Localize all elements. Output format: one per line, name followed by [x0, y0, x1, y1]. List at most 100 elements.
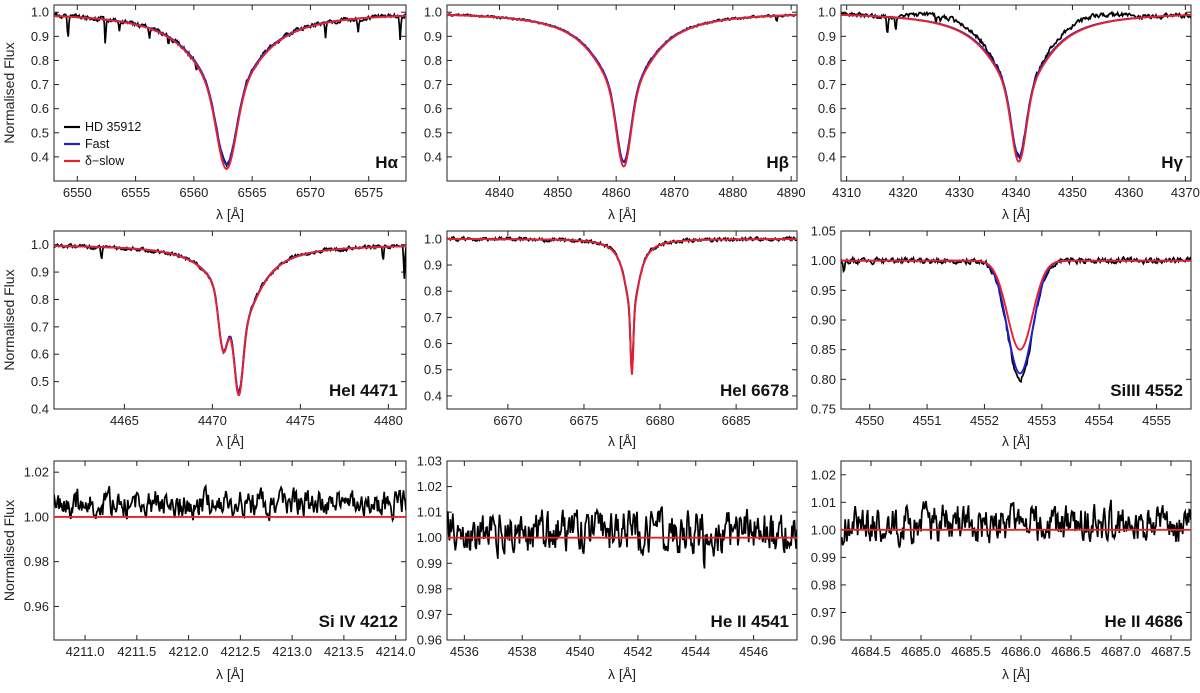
plot-area: [841, 10, 1191, 163]
x-axis-label: λ [Å]: [608, 433, 636, 449]
panel-line-label: He II 4686: [1105, 612, 1183, 631]
y-tick-label: 0.9: [424, 258, 442, 273]
x-tick-label: 4687.0: [1101, 644, 1141, 659]
y-tick-label: 0.4: [818, 149, 836, 164]
y-tick-label: 1.00: [811, 253, 836, 268]
x-tick-label: 4552: [970, 413, 999, 428]
x-tick-label: 4870: [660, 185, 689, 200]
y-tick-label: 0.9: [31, 265, 49, 280]
y-tick-label: 0.8: [31, 53, 49, 68]
x-tick-label: 6670: [493, 413, 522, 428]
y-tick-label: 0.95: [811, 283, 836, 298]
x-tick-label: 4553: [1027, 413, 1056, 428]
y-axis-label: Normalised Flux: [1, 269, 17, 370]
plot-area: [841, 499, 1191, 548]
y-tick-label: 0.96: [24, 599, 49, 614]
series-delta-slow-model: [841, 259, 1191, 351]
x-tick-label: 4214.0: [376, 644, 416, 659]
x-tick-label: 4550: [855, 413, 884, 428]
y-tick-label: 0.96: [811, 633, 836, 648]
panel-0: 0.4 0.5 0.6 0.7 0.8 0.9 1.0 6550 6555 6560 6565 657…: [1, 4, 407, 222]
panel-line-label: He II 4541: [711, 612, 789, 631]
plot-frame: [840, 460, 1192, 641]
panel-6: 0.96 0.98 1.00 1.02 4211.0 4211.5 4212.0 4212.5…: [1, 460, 416, 682]
legend: HD 35912 Fast δ−slow: [64, 120, 141, 168]
y-tick-label: 0.98: [811, 577, 836, 592]
y-tick-label: 0.6: [31, 101, 49, 116]
plot-area: [54, 483, 406, 523]
x-tick-label: 4544: [681, 644, 710, 659]
y-tick-label: 0.8: [818, 53, 836, 68]
y-tick-label: 0.7: [31, 319, 49, 334]
y-axis-label: Normalised Flux: [1, 500, 17, 601]
y-tick-label: 0.7: [424, 77, 442, 92]
legend-label-fast: Fast: [85, 137, 110, 151]
y-tick-label: 1.01: [417, 505, 442, 520]
y-tick-label: 0.6: [424, 336, 442, 351]
x-tick-label: 4310: [832, 185, 861, 200]
y-tick-label: 1.0: [424, 231, 442, 246]
x-tick-label: 4840: [485, 185, 514, 200]
y-tick-label: 0.8: [424, 53, 442, 68]
x-tick-label: 4685.0: [901, 644, 941, 659]
y-tick-label: 0.98: [417, 581, 442, 596]
x-tick-label: 4684.5: [851, 644, 891, 659]
y-tick-label: 0.75: [811, 402, 836, 417]
x-tick-label: 6555: [121, 185, 150, 200]
plot-area: [54, 11, 406, 170]
y-tick-label: 0.4: [31, 402, 49, 417]
y-tick-label: 1.03: [417, 454, 442, 469]
y-tick-label: 0.98: [24, 554, 49, 569]
y-tick-label: 0.8: [424, 284, 442, 299]
y-tick-label: 0.99: [811, 550, 836, 565]
x-axis-label: λ [Å]: [1002, 666, 1030, 682]
x-tick-label: 6685: [722, 413, 751, 428]
x-tick-label: 4542: [623, 644, 652, 659]
plot-frame: [53, 4, 407, 182]
y-tick-label: 1.0: [31, 237, 49, 252]
panel-line-label: HeI 6678: [720, 381, 789, 400]
y-tick-label: 0.9: [31, 29, 49, 44]
y-tick-label: 0.97: [811, 605, 836, 620]
plot-area: [841, 255, 1191, 383]
x-tick-label: 4465: [110, 413, 139, 428]
x-axis-label: λ [Å]: [216, 666, 244, 682]
y-axis-label: Normalised Flux: [1, 42, 17, 143]
series-observed-HD35912: [447, 506, 797, 569]
x-tick-label: 4370: [1171, 185, 1200, 200]
plot-area: [447, 235, 797, 375]
panel-line-label: Hβ: [766, 153, 789, 172]
legend-label-slow: δ−slow: [85, 154, 125, 168]
series-observed-HD35912: [54, 483, 406, 523]
x-tick-label: 4850: [543, 185, 572, 200]
y-tick-label: 0.5: [424, 125, 442, 140]
y-tick-label: 1.0: [818, 5, 836, 20]
panel-line-label: Hγ: [1161, 153, 1183, 172]
y-tick-label: 0.85: [811, 342, 836, 357]
y-tick-label: 1.05: [811, 224, 836, 239]
series-delta-slow-model: [447, 238, 797, 375]
x-tick-label: 4213.5: [324, 644, 364, 659]
y-tick-label: 0.97: [417, 607, 442, 622]
y-tick-label: 0.80: [811, 372, 836, 387]
panel-line-label: Hα: [375, 153, 398, 172]
plot-frame: [446, 4, 798, 182]
y-tick-label: 0.7: [818, 77, 836, 92]
x-tick-label: 6575: [354, 185, 383, 200]
x-tick-label: 4480: [374, 413, 403, 428]
x-axis-label: λ [Å]: [216, 433, 244, 449]
y-tick-label: 1.00: [811, 522, 836, 537]
x-tick-label: 4546: [739, 644, 768, 659]
y-tick-label: 1.02: [811, 467, 836, 482]
x-tick-label: 4211.5: [117, 644, 156, 659]
x-tick-label: 6570: [296, 185, 325, 200]
y-tick-label: 1.0: [31, 5, 49, 20]
y-tick-label: 0.6: [424, 101, 442, 116]
x-tick-label: 4320: [889, 185, 918, 200]
x-tick-label: 4555: [1142, 413, 1171, 428]
x-tick-label: 4860: [602, 185, 631, 200]
x-tick-label: 4212.5: [220, 644, 260, 659]
x-tick-label: 4685.5: [951, 644, 991, 659]
legend-label-observed: HD 35912: [85, 120, 141, 134]
